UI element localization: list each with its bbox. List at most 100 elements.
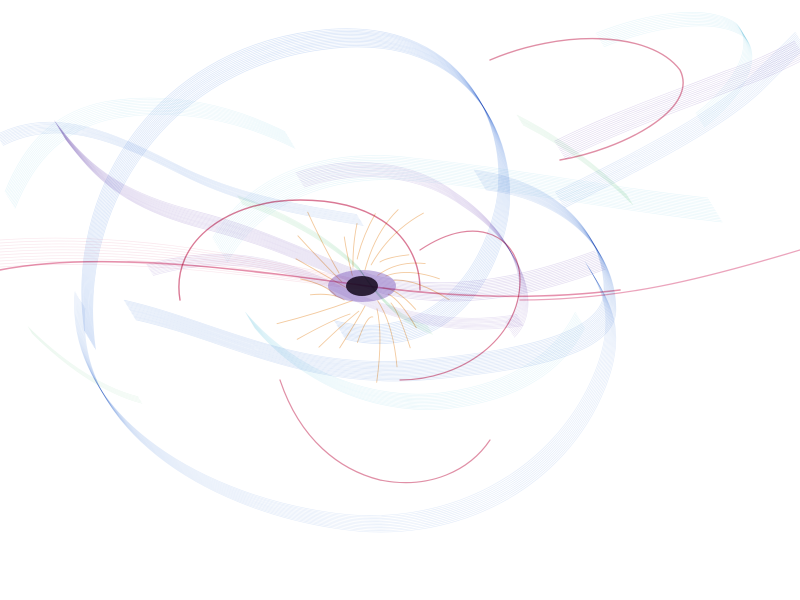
- violet-sweep-right-strand: [559, 48, 800, 150]
- cyan-sheet-lower-strand: [254, 327, 585, 410]
- green-strand-right: [518, 117, 630, 199]
- violet-band-lower-strand: [146, 253, 518, 319]
- cyan-sheet-left-strand: [11, 108, 292, 203]
- violet-band-main: [55, 123, 597, 286]
- blue-sweep-upper-right: [555, 32, 796, 193]
- crimson-loop-center: [178, 199, 421, 301]
- cyan-sheet-left-strand: [11, 109, 293, 205]
- blue-loop-outer-strand: [82, 29, 500, 333]
- cyan-sheet-right: [215, 160, 711, 244]
- violet-arc-center: [298, 167, 523, 329]
- blue-loop-outer: [90, 43, 509, 347]
- blue-sweep-upper-right-strand: [555, 33, 797, 194]
- green-strand-center-strand: [239, 199, 430, 330]
- cyan-sheet-left-strand: [13, 112, 295, 208]
- violet-band-main: [62, 134, 604, 298]
- violet-band-lower: [147, 256, 519, 321]
- cyan-sheet-lower: [247, 316, 579, 399]
- blue-loop-bottom-strand: [81, 273, 614, 528]
- cyan-sheet-right: [216, 161, 712, 245]
- violet-band-lower-strand: [147, 256, 519, 321]
- cyan-sheet-lower: [248, 317, 580, 401]
- violet-sweep-right-strand: [562, 54, 800, 155]
- cyan-sheet-left: [4, 97, 286, 193]
- cyan-sheet-right: [212, 155, 709, 239]
- violet-arc-center: [300, 169, 525, 331]
- orange-filaments: [276, 209, 450, 383]
- cyan-sheet-left-strand: [9, 105, 290, 200]
- violet-band-main: [63, 135, 605, 299]
- cyan-sheet-right-strand: [212, 155, 709, 239]
- violet-sweep-right: [562, 54, 800, 155]
- blue-loop-outer: [86, 36, 505, 340]
- violet-sweep-right-strand: [563, 56, 800, 156]
- violet-sweep-right: [559, 48, 800, 150]
- violet-arc-center: [301, 172, 526, 334]
- violet-sweep-right-strand: [555, 42, 796, 144]
- blue-sweep-left: [0, 121, 358, 215]
- green-strand-right: [520, 120, 631, 201]
- cyan-sheet-right: [213, 156, 710, 240]
- violet-arc-center-strand: [302, 173, 527, 335]
- orange-filament: [364, 209, 399, 271]
- violet-arc-center-strand: [297, 166, 523, 328]
- violet-band-lower-strand: [152, 263, 523, 329]
- orange-filament: [343, 236, 353, 276]
- cyan-hook-top-strand: [598, 16, 747, 119]
- blue-sweep-upper-right-strand: [561, 45, 800, 204]
- green-strand-center-strand: [242, 203, 433, 335]
- blue-sweep-upper-right-strand: [560, 40, 800, 201]
- cyan-sheet-right-strand: [214, 158, 711, 242]
- cyan-sheet-right-strand: [225, 177, 722, 261]
- violet-band-main-strand: [54, 120, 595, 284]
- orange-filament: [387, 293, 417, 329]
- cyan-hook-top: [603, 25, 753, 128]
- orange-filament: [307, 211, 340, 274]
- violet-sweep-right: [563, 56, 800, 156]
- violet-band-main: [57, 126, 599, 289]
- violet-arc-center-strand: [303, 176, 529, 338]
- orange-filament: [379, 254, 410, 263]
- cyan-hook-top-strand: [603, 25, 753, 128]
- violet-band-main-strand: [60, 130, 601, 293]
- cyan-sheet-right: [225, 177, 722, 261]
- blue-loop-outer: [88, 39, 506, 343]
- magenta-haze: [0, 240, 361, 282]
- green-strand-right-strand: [519, 119, 630, 200]
- green-strand-right: [519, 119, 630, 200]
- cyan-sheet-lower: [250, 321, 582, 405]
- blue-loop-bottom: [76, 265, 609, 521]
- violet-sweep-right-strand: [557, 45, 798, 147]
- crimson-loop-bottom: [279, 379, 491, 484]
- cyan-sheet-lower-strand: [251, 323, 583, 406]
- green-strand-right-strand: [516, 114, 628, 196]
- cyan-ribbons: [4, 12, 753, 410]
- cyan-sheet-left: [10, 106, 291, 202]
- violet-sweep-right: [558, 47, 799, 148]
- blue-sweep-left: [0, 126, 360, 220]
- cyan-sheet-right-strand: [224, 176, 721, 260]
- blue-loop-bottom: [81, 273, 614, 528]
- blue-sweep-left-strand: [2, 131, 363, 225]
- blue-loop-bottom-strand: [84, 277, 617, 533]
- green-strand-left-strand: [31, 333, 143, 404]
- blue-loop-bottom: [82, 274, 615, 530]
- violet-arc-center: [297, 166, 523, 328]
- green-strand-center: [237, 196, 429, 328]
- green-strand-right-strand: [520, 121, 632, 203]
- blue-loop-outer-strand: [81, 28, 500, 332]
- magenta-line-right: [519, 249, 800, 301]
- orange-filament: [318, 310, 360, 348]
- blue-sweep-upper-right-strand: [555, 32, 796, 193]
- cyan-sheet-left: [14, 114, 296, 209]
- blue-sweep-upper-right: [560, 40, 800, 201]
- blue-loop-outer-strand: [90, 43, 509, 347]
- green-strand-center-strand: [237, 195, 428, 327]
- blue-loop-bottom-strand: [76, 265, 609, 521]
- cyan-hook-top-strand: [601, 22, 751, 125]
- cyan-sheet-left: [7, 102, 289, 197]
- cyan-sheet-lower: [245, 313, 577, 396]
- violet-band-main-strand: [59, 128, 600, 292]
